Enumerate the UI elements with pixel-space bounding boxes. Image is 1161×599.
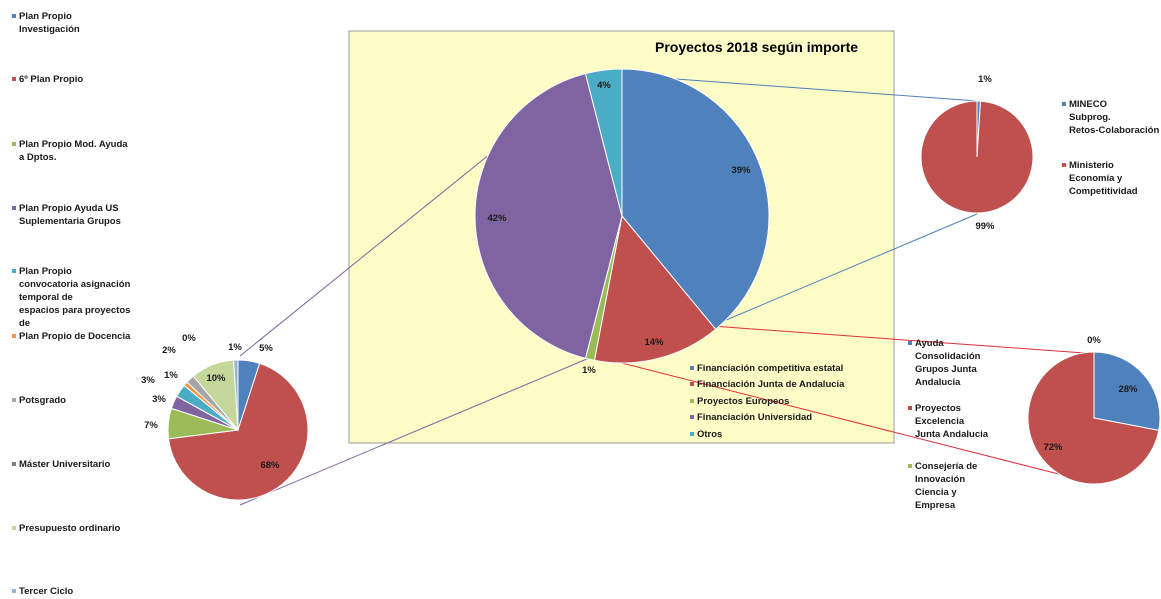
slice-univ-6-plan-propio — [167, 362, 309, 501]
main-chart-title: Proyectos 2018 según importe — [655, 39, 858, 55]
legend-swatch-main-financiacion-competitiva-estatal — [690, 366, 694, 370]
pct-label-univ-potsgrado: 2% — [162, 345, 176, 356]
pie-main: 39% 14% 1% 42% 4% — [474, 68, 770, 376]
legend-swatch-univ-plan-propio-de-docencia — [12, 334, 16, 338]
legend-universidad: Plan Propio Investigación 6º Plan Propio Pl… — [12, 11, 131, 597]
legend-swatch-univ-6-plan-propio — [12, 77, 16, 81]
legend-main: Financiación competitiva estatal Financia… — [690, 363, 845, 440]
pct-label-univ-plan-propio-investigacion-us: 5% — [259, 343, 273, 354]
pct-label-main-financiacion-competitiva-estatal: 39% — [731, 165, 751, 176]
legend-label-univ-presupuesto-ordinario: Presupuesto ordinario — [19, 523, 121, 534]
pie-mineco: 1% 99% — [920, 74, 1034, 232]
legend-swatch-junta-ayuda-consolidacion-grupos-junta-andaluc — [908, 341, 912, 345]
pct-label-univ-plan-propio-mod-ayuda-a-dptos: 7% — [144, 420, 158, 431]
pct-label-univ-plan-propio-ayuda-us-suplementaria-grupo: 3% — [152, 394, 166, 405]
legend-mineco: MINECO Subprog. Retos-Colaboración Minister… — [1062, 99, 1159, 197]
pct-label-main-otros: 4% — [597, 80, 611, 91]
slice-junta-proyectos-excelencia-junta-andalucia — [1027, 351, 1160, 485]
connector-line-2 — [711, 213, 978, 327]
legend-swatch-mineco-ministerio-economia-y-competitividad — [1062, 163, 1066, 167]
slice-main-financiacion-junta-de-andalucia — [593, 214, 717, 364]
legend-label-univ-6-plan-propio: 6º Plan Propio — [19, 74, 83, 85]
connector-line-4 — [593, 355, 1099, 485]
slice-main-financiacion-competitiva-estatal — [621, 68, 770, 330]
slice-mineco-ministerio-economia-y-competitividad — [920, 100, 1034, 214]
legend-label-univ-plan-propio-de-docencia: Plan Propio de Docencia — [19, 331, 131, 342]
legend-label-main-financiacion-junta-de-andalucia: Financiación Junta de Andalucía — [697, 379, 845, 390]
legend-swatch-main-otros — [690, 432, 694, 436]
pct-label-univ-presupuesto-ordinario: 10% — [206, 373, 226, 384]
legend-label-junta-ayuda-consolidacion-grupos-junta-andaluc: Ayuda Consolidación Grupos Junta Andalucia — [915, 338, 981, 388]
legend-swatch-main-financiacion-universidad — [690, 415, 694, 419]
legend-label-main-financiacion-competitiva-estatal: Financiación competitiva estatal — [697, 363, 843, 374]
legend-label-univ-potsgrado: Potsgrado — [19, 395, 66, 406]
pct-label-main-financiacion-universidad: 42% — [487, 213, 507, 224]
pie-junta: 28% 72% 0% — [1027, 335, 1161, 485]
legend-swatch-main-proyectos-europeos — [690, 399, 694, 403]
connector-line-6 — [239, 355, 595, 506]
legend-swatch-univ-potsgrado — [12, 398, 16, 402]
legend-swatch-univ-plan-propio-mod-ayuda-a-dptos — [12, 142, 16, 146]
legend-junta: Ayuda Consolidación Grupos Junta Andalucia P… — [908, 338, 989, 511]
pie-universidad: 5% 68% 7% 3% 3% 1% 2% 0% 10% 1% — [141, 333, 309, 501]
legend-swatch-univ-plan-propio-convocatoria-asignacion-temp — [12, 269, 16, 273]
legend-swatch-junta-consejeria-de-innovacion-ciencia-y-empre — [908, 464, 912, 468]
pct-label-junta-consejeria-de-innovacion-ciencia-y-empre: 0% — [1087, 335, 1101, 346]
legend-label-mineco-ministerio-economia-y-competitividad: Ministerio Economía y Competitividad — [1069, 160, 1138, 197]
legend-label-univ-plan-propio-convocatoria-asignacion-temp: Plan Propio convocatoria asignación tempor… — [19, 266, 131, 329]
pct-label-univ-plan-propio-convocatoria-asignacion-temp: 3% — [141, 375, 155, 386]
connector-line-1 — [621, 74, 978, 102]
pct-label-univ-tercer-ciclo: 1% — [228, 342, 242, 353]
legend-label-univ-tercer-ciclo: Tercer Ciclo — [19, 586, 73, 597]
legend-label-mineco-mineco-subprog-retos-colaboracion: MINECO Subprog. Retos-Colaboración — [1069, 99, 1159, 136]
legend-label-junta-consejeria-de-innovacion-ciencia-y-empre: Consejería de Innovación Ciencia y Empresa — [915, 461, 977, 511]
slice-main-otros — [584, 68, 623, 217]
pct-label-junta-proyectos-excelencia-junta-andalucia: 72% — [1043, 442, 1063, 453]
legend-label-univ-plan-propio-mod-ayuda-a-dptos: Plan Propio Mod. Ayuda a Dptos. — [19, 139, 128, 163]
pct-label-univ-6-plan-propio: 68% — [260, 460, 280, 471]
legend-label-univ-plan-propio-investigacion-us: Plan Propio Investigación — [19, 11, 80, 35]
legend-swatch-univ-presupuesto-ordinario — [12, 526, 16, 530]
pct-label-univ-plan-propio-de-docencia: 1% — [164, 370, 178, 381]
legend-label-main-proyectos-europeos: Proyectos Europeos — [697, 396, 789, 407]
legend-label-main-otros: Otros — [697, 429, 722, 440]
connector-line-3 — [711, 325, 1099, 355]
slice-junta-ayuda-consolidacion-grupos-junta-andaluc — [1093, 351, 1161, 431]
legend-swatch-mineco-mineco-subprog-retos-colaboracion — [1062, 102, 1066, 106]
pct-label-mineco-mineco-subprog-retos-colaboracion: 1% — [978, 74, 992, 85]
legend-swatch-univ-plan-propio-investigacion-us — [12, 14, 16, 18]
pct-label-mineco-ministerio-economia-y-competitividad: 99% — [975, 221, 995, 232]
slice-main-financiacion-universidad — [474, 73, 623, 359]
pct-label-univ-master-universitario: 0% — [182, 333, 196, 344]
legend-label-main-financiacion-universidad: Financiación Universidad — [697, 412, 812, 423]
legend-swatch-junta-proyectos-excelencia-junta-andalucia — [908, 406, 912, 410]
legend-swatch-univ-plan-propio-ayuda-us-suplementaria-grupo — [12, 206, 16, 210]
pct-label-main-financiacion-junta-de-andalucia: 14% — [644, 337, 664, 348]
slice-univ-tercer-ciclo — [233, 359, 239, 431]
legend-label-univ-master-universitario: Máster Universitario — [19, 459, 111, 470]
pct-label-junta-ayuda-consolidacion-grupos-junta-andaluc: 28% — [1118, 384, 1138, 395]
legend-swatch-main-financiacion-junta-de-andalucia — [690, 382, 694, 386]
pct-label-main-proyectos-europeos: 1% — [582, 365, 596, 376]
legend-label-junta-proyectos-excelencia-junta-andalucia: Proyectos Excelencia Junta Andalucia — [915, 403, 989, 440]
legend-label-univ-plan-propio-ayuda-us-suplementaria-grupo: Plan Propio Ayuda US Suplementaria Grupos — [19, 203, 121, 227]
legend-swatch-univ-tercer-ciclo — [12, 589, 16, 593]
legend-swatch-univ-master-universitario — [12, 462, 16, 466]
